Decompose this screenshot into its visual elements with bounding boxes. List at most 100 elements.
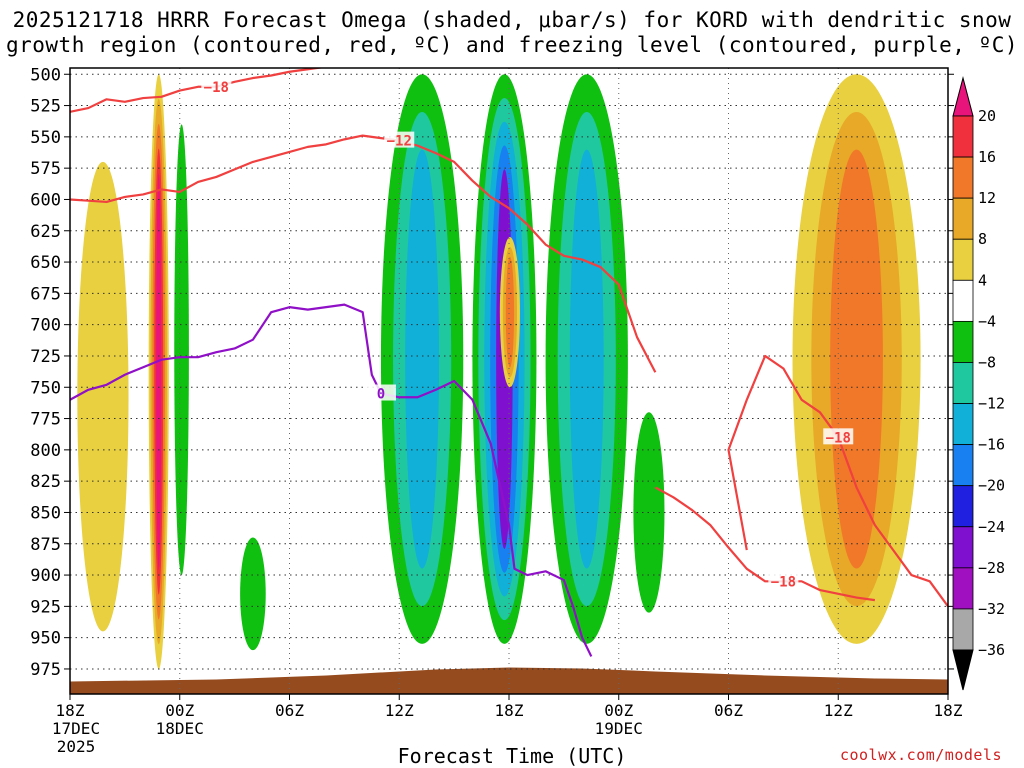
colorbar-box [952, 567, 974, 610]
colorbar-box [952, 156, 974, 199]
contour-layer: −18 −12 −18 −18 0 [70, 68, 948, 657]
terrain-layer [70, 667, 948, 694]
colorbar-box [952, 238, 974, 281]
contour-line [654, 486, 875, 602]
omega-contour-fill [569, 149, 604, 569]
y-tick-label: 525 [30, 97, 61, 117]
colorbar-tick-label: −8 [978, 353, 996, 371]
colorbar-tick-label: 20 [978, 107, 996, 125]
colorbar-bottom-arrow [952, 649, 974, 691]
credit-link[interactable]: coolwx.com/models [839, 746, 1002, 764]
y-tick-label: 775 [30, 410, 61, 430]
y-tick-label: 725 [30, 347, 61, 367]
axes: 500 525 550 575 600 625 650 675 700 725 750 775 800 8… [30, 65, 963, 756]
colorbar-tick-label: −20 [978, 477, 1005, 495]
colorbar-box [952, 485, 974, 528]
contour-label-bg [365, 384, 396, 401]
contour-label: −12 [387, 134, 412, 150]
x-axis-label: Forecast Time (UTC) [397, 744, 627, 768]
y-tick-label: 975 [30, 660, 61, 680]
contour-isotherm-minus-18-lower: −18 [654, 486, 875, 602]
chart-title-line-1: 2025121718 HRRR Forecast Omega (shaded, … [12, 8, 1012, 32]
x-tick-label: 18Z [934, 701, 963, 720]
contour-isotherm-minus-12: −12 [70, 131, 657, 373]
colorbar-box [952, 403, 974, 446]
omega-region-upward-band-20z [77, 161, 129, 632]
y-tick-label: 850 [30, 503, 61, 523]
y-tick-label: 825 [30, 472, 61, 492]
contour-label: 0 [377, 387, 385, 403]
colorbar-box [952, 279, 974, 322]
terrain-surface [70, 667, 948, 694]
x-tick-label: 06Z [275, 701, 304, 720]
omega-contour-fill [405, 149, 440, 569]
omega-contour-fill [156, 173, 162, 570]
x-tick-label: 12Z [385, 701, 414, 720]
colorbar-box [952, 526, 974, 569]
y-tick-label: 500 [30, 65, 61, 85]
y-tick-label: 800 [30, 441, 61, 461]
colorbar-tick-label: 16 [978, 148, 996, 166]
contour-isotherm-minus-18: −18 [70, 68, 326, 113]
colorbar-tick-label: 4 [978, 271, 987, 289]
y-tick-label: 700 [30, 316, 61, 336]
omega-contour-fill [174, 124, 189, 576]
colorbar-top-arrow [952, 76, 974, 117]
contour-label-bg [823, 428, 854, 445]
y-tick-label: 750 [30, 378, 61, 398]
colorbar-box [952, 444, 974, 487]
contour-label: −18 [771, 574, 796, 590]
x-tick-label: 06Z [714, 701, 743, 720]
omega-contour-fill [77, 161, 129, 632]
y-tick-label: 875 [30, 535, 61, 555]
omega-contour-fill [830, 149, 883, 569]
colorbar-tick-label: −24 [978, 518, 1005, 536]
colorbar-tick-label: −4 [978, 312, 996, 330]
omega-region-upward-band-13z-19 [792, 74, 921, 644]
colorbar-tick-label: −16 [978, 436, 1005, 454]
x-tick-date: 18DEC [156, 719, 204, 738]
colorbar-box [952, 362, 974, 404]
x-tick-date: 19DEC [595, 719, 643, 738]
y-tick-label: 600 [30, 190, 61, 210]
contour-line [70, 134, 657, 373]
omega-contour-fill [505, 256, 515, 368]
colorbar-tick-label: −12 [978, 395, 1005, 413]
x-tick-label: 00Z [165, 701, 194, 720]
y-tick-label: 650 [30, 253, 61, 273]
colorbar-box [952, 197, 974, 240]
x-tick-year: 2025 [57, 737, 96, 756]
contour-label: −18 [204, 80, 229, 96]
colorbar-box [952, 320, 974, 363]
chart-title-line-2: growth region (contoured, red, ºC) and f… [5, 33, 1019, 57]
omega-region-down-band-14z [380, 74, 464, 644]
y-tick-label: 950 [30, 629, 61, 649]
contour-isotherm-minus-18-right: −18 [727, 354, 948, 608]
y-tick-label: 675 [30, 284, 61, 304]
colorbar-box [952, 608, 974, 651]
contour-freezing-level-0: 0 [70, 303, 593, 657]
y-tick-label: 925 [30, 597, 61, 617]
x-tick-label: 00Z [604, 701, 633, 720]
contour-label-bg [768, 572, 799, 589]
colorbar-tick-label: −32 [978, 600, 1005, 618]
omega-region-down-band-01z [174, 124, 189, 576]
y-tick-label: 575 [30, 159, 61, 179]
contour-label-bg [201, 77, 232, 94]
colorbar: 20 16 12 8 4 −4 −8 −12 −16 −20 −24 −28 −32 −36 [952, 76, 1005, 691]
omega-region-upward-band-00z [148, 74, 169, 669]
x-tick-label: 18Z [495, 701, 524, 720]
colorbar-tick-label: 8 [978, 230, 987, 248]
x-tick-date: 17DEC [52, 719, 100, 738]
contour-label: −18 [826, 430, 851, 446]
colorbar-box [952, 115, 974, 158]
colorbar-tick-label: −36 [978, 641, 1005, 659]
x-tick-label: 18Z [56, 701, 85, 720]
omega-region-upward-band-17z [499, 237, 520, 388]
colorbar-tick-label: 12 [978, 189, 996, 207]
y-tick-label: 625 [30, 222, 61, 242]
omega-contour-fill [240, 537, 266, 651]
contour-line [70, 303, 593, 657]
omega-region-down-band-04z [240, 537, 266, 651]
